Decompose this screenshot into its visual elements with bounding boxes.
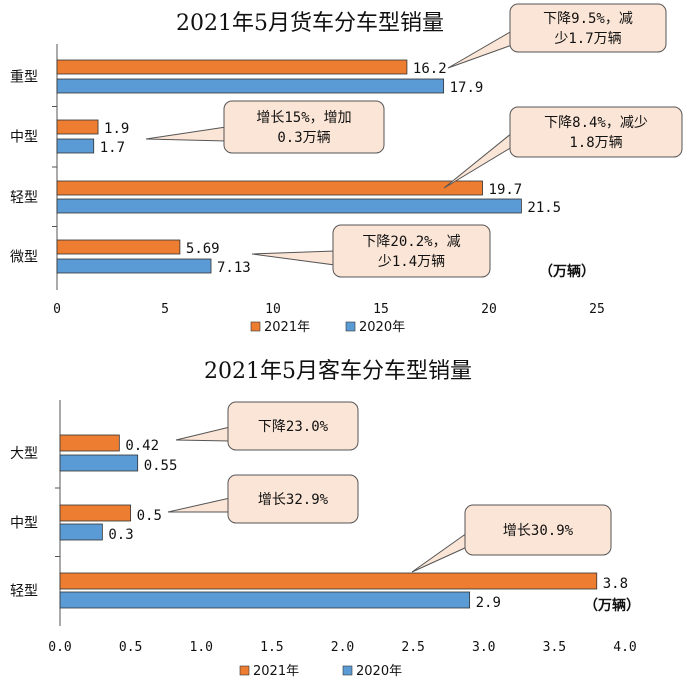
truck-callout-text: 少1.7万辆 bbox=[554, 31, 621, 47]
truck-callout-seam bbox=[511, 134, 514, 146]
bus-x-tick-label: 2.0 bbox=[331, 640, 354, 655]
truck-callout-seam bbox=[511, 32, 514, 44]
bus-callout-text: 增长32.9% bbox=[258, 492, 329, 508]
truck-data-label: 17.9 bbox=[450, 80, 484, 96]
truck-bar-2021 bbox=[56, 180, 483, 196]
bus-x-tick-label: 3.5 bbox=[543, 640, 566, 655]
truck-callout-text: 增长15%，增加 bbox=[256, 110, 351, 126]
truck-callout-seam bbox=[334, 252, 337, 264]
truck-callout-pointer bbox=[443, 131, 513, 189]
truck-bar-2021 bbox=[56, 59, 408, 75]
truck-data-label: 19.7 bbox=[489, 182, 523, 198]
truck-bar-2021 bbox=[56, 239, 181, 255]
truck-callout-pointer bbox=[251, 250, 336, 266]
bus-data-label: 0.55 bbox=[144, 458, 178, 474]
truck-data-label: 1.7 bbox=[100, 140, 125, 156]
bus-callout-text: 下降23.0% bbox=[258, 419, 329, 435]
bus-legend-swatch-2020 bbox=[342, 665, 353, 676]
bus-data-label: 0.5 bbox=[137, 508, 162, 524]
bus-legend-label: 2020年 bbox=[356, 664, 402, 679]
truck-callout-pointer bbox=[145, 126, 227, 142]
bus-data-label: 2.9 bbox=[476, 595, 501, 611]
bus-category-label: 中型 bbox=[10, 516, 38, 532]
truck-category-label: 重型 bbox=[10, 70, 38, 86]
truck-unit-label: （万辆） bbox=[539, 263, 595, 280]
bus-callout-box bbox=[464, 504, 612, 556]
bus-callout-box bbox=[227, 474, 359, 524]
bus-x-tick-label: 1.0 bbox=[190, 640, 213, 655]
truck-callout-seam bbox=[225, 128, 228, 140]
bus-bar-2021 bbox=[59, 572, 598, 590]
bus-bar-2020 bbox=[59, 591, 471, 609]
truck-data-label: 21.5 bbox=[527, 200, 561, 216]
truck-x-tick-label: 5 bbox=[161, 302, 169, 317]
bus-bar-2021 bbox=[59, 434, 120, 452]
bus-callout-pointer bbox=[175, 426, 231, 442]
bus-callout-pointer bbox=[167, 497, 231, 513]
truck-callout-box bbox=[332, 224, 491, 278]
truck-bar-2020 bbox=[56, 198, 522, 214]
truck-category-label: 轻型 bbox=[10, 190, 38, 206]
bus-callout-box bbox=[227, 401, 359, 451]
truck-category-label: 中型 bbox=[10, 130, 38, 146]
bus-legend-label: 2021年 bbox=[253, 664, 299, 679]
bus-data-label: 0.3 bbox=[108, 527, 133, 543]
truck-bar-2020 bbox=[56, 138, 95, 154]
bus-x-tick-label: 0.5 bbox=[119, 640, 142, 655]
bus-unit-label: （万辆） bbox=[584, 597, 640, 614]
truck-legend-swatch-2021 bbox=[250, 321, 261, 332]
bus-callout-seam bbox=[229, 499, 232, 511]
truck-bar-2021 bbox=[56, 119, 99, 135]
truck-data-label: 5.69 bbox=[186, 241, 220, 257]
bus-category-label: 大型 bbox=[10, 446, 38, 462]
truck-x-tick-label: 0 bbox=[53, 302, 61, 317]
truck-x-tick-label: 25 bbox=[589, 302, 605, 317]
truck-legend-swatch-2020 bbox=[345, 321, 356, 332]
truck-x-tick-label: 20 bbox=[481, 302, 497, 317]
truck-callout-text: 下降9.5%，减 bbox=[543, 11, 633, 27]
bus-callout-pointer bbox=[411, 532, 468, 573]
truck-category-label: 微型 bbox=[10, 250, 38, 266]
bus-data-label: 0.42 bbox=[125, 438, 159, 454]
bus-x-tick-label: 2.5 bbox=[401, 640, 424, 655]
truck-callout-text: 0.3万辆 bbox=[277, 130, 330, 146]
truck-callout-text: 少1.4万辆 bbox=[378, 254, 445, 270]
bus-legend-swatch-2021 bbox=[239, 665, 250, 676]
bus-callout-text: 增长30.9% bbox=[503, 523, 574, 539]
truck-callout-text: 1.8万辆 bbox=[569, 135, 622, 151]
truck-legend-label: 2020年 bbox=[359, 320, 405, 335]
truck-bar-2020 bbox=[56, 258, 212, 274]
truck-data-label: 1.9 bbox=[104, 121, 129, 137]
bus-category-label: 轻型 bbox=[10, 584, 38, 600]
truck-callout-pointer bbox=[447, 30, 513, 69]
bus-x-tick-label: 0.0 bbox=[48, 640, 71, 655]
bus-x-tick-label: 1.5 bbox=[260, 640, 283, 655]
bus-x-tick-label: 4.0 bbox=[613, 640, 636, 655]
truck-legend-label: 2021年 bbox=[264, 320, 310, 335]
truck-x-tick-label: 10 bbox=[265, 302, 281, 317]
truck-chart-title: 2021年5月货车分车型销量 bbox=[176, 11, 444, 36]
truck-callout-box bbox=[509, 3, 667, 53]
truck-callout-box bbox=[223, 100, 385, 154]
bus-bar-2020 bbox=[59, 454, 139, 472]
truck-callout-text: 下降20.2%，减 bbox=[362, 234, 460, 250]
bus-bar-2020 bbox=[59, 523, 103, 541]
bus-bar-2021 bbox=[59, 504, 132, 522]
bus-callout-seam bbox=[466, 534, 469, 546]
bus-x-tick-label: 3.0 bbox=[472, 640, 495, 655]
truck-bar-2020 bbox=[56, 78, 445, 94]
truck-callout-box bbox=[509, 106, 683, 158]
bus-data-label: 3.8 bbox=[603, 576, 628, 592]
bus-chart-title: 2021年5月客车分车型销量 bbox=[204, 359, 472, 384]
truck-data-label: 7.13 bbox=[217, 260, 251, 276]
truck-callout-text: 下降8.4%，减少 bbox=[544, 115, 648, 131]
truck-data-label: 16.2 bbox=[413, 61, 447, 77]
bus-callout-seam bbox=[229, 428, 232, 440]
truck-x-tick-label: 15 bbox=[373, 302, 389, 317]
